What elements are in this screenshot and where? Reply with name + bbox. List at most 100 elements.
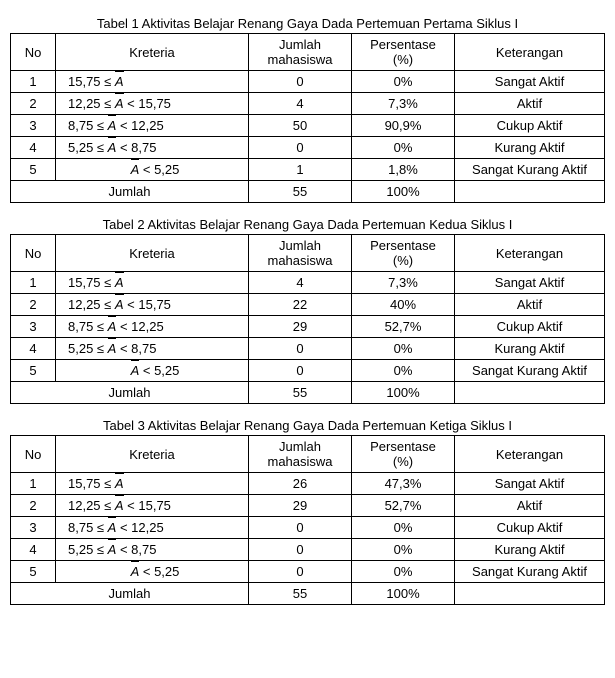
header-kreteria: Kreteria [56,34,249,71]
data-table: NoKreteriaJumlahmahasiswaPersentase(%)Ke… [10,33,605,203]
header-persentase-line2: (%) [358,253,448,268]
kreteria-post: < 15,75 [124,297,171,312]
a-bar-symbol: A [108,118,117,133]
cell-kreteria: 8,75 ≤ A < 12,25 [56,517,249,539]
data-table: NoKreteriaJumlahmahasiswaPersentase(%)Ke… [10,234,605,404]
header-no: No [11,436,56,473]
cell-keterangan: Aktif [455,495,605,517]
header-jumlah: Jumlahmahasiswa [249,235,352,272]
cell-kreteria: 5,25 ≤ A < 8,75 [56,338,249,360]
header-persentase-line2: (%) [358,454,448,469]
cell-kreteria: 12,25 ≤ A < 15,75 [56,294,249,316]
cell-keterangan: Cukup Aktif [455,115,605,137]
cell-kreteria: 15,75 ≤ A [56,71,249,93]
cell-keterangan: Cukup Aktif [455,517,605,539]
footer-blank [455,583,605,605]
table-row: 212,25 ≤ A < 15,752240%Aktif [11,294,605,316]
table-row: 45,25 ≤ A < 8,7500%Kurang Aktif [11,539,605,561]
cell-persentase: 0% [352,517,455,539]
cell-kreteria: A < 5,25 [56,561,249,583]
header-keterangan: Keterangan [455,436,605,473]
header-jumlah-line1: Jumlah [255,439,345,454]
kreteria-pre: 8,75 ≤ [68,118,108,133]
cell-kreteria: A < 5,25 [56,360,249,382]
cell-jumlah: 0 [249,539,352,561]
header-jumlah: Jumlahmahasiswa [249,436,352,473]
kreteria-post: < 5,25 [139,564,179,579]
footer-persentase: 100% [352,382,455,404]
kreteria-pre: 8,75 ≤ [68,520,108,535]
a-bar-symbol: A [115,297,124,312]
cell-keterangan: Kurang Aktif [455,338,605,360]
kreteria-post: < 5,25 [139,162,179,177]
cell-kreteria: 15,75 ≤ A [56,473,249,495]
header-jumlah: Jumlahmahasiswa [249,34,352,71]
a-bar-symbol: A [108,520,117,535]
cell-kreteria: 12,25 ≤ A < 15,75 [56,93,249,115]
kreteria-pre: 5,25 ≤ [68,542,108,557]
kreteria-pre: 12,25 ≤ [68,297,115,312]
header-kreteria: Kreteria [56,436,249,473]
a-bar-symbol: A [115,96,124,111]
cell-no: 1 [11,272,56,294]
cell-jumlah: 0 [249,360,352,382]
a-bar-symbol: A [108,542,117,557]
cell-kreteria: 5,25 ≤ A < 8,75 [56,137,249,159]
cell-persentase: 7,3% [352,93,455,115]
cell-no: 3 [11,517,56,539]
footer-persentase: 100% [352,583,455,605]
header-jumlah-line1: Jumlah [255,238,345,253]
table-caption: Tabel 1 Aktivitas Belajar Renang Gaya Da… [10,16,605,31]
cell-no: 5 [11,360,56,382]
kreteria-post: < 12,25 [116,520,163,535]
cell-kreteria: 15,75 ≤ A [56,272,249,294]
cell-jumlah: 26 [249,473,352,495]
header-persentase-line2: (%) [358,52,448,67]
cell-kreteria: 8,75 ≤ A < 12,25 [56,115,249,137]
table-footer-row: Jumlah55100% [11,583,605,605]
cell-kreteria: A < 5,25 [56,159,249,181]
kreteria-pre: 15,75 ≤ [68,74,115,89]
cell-jumlah: 4 [249,93,352,115]
cell-jumlah: 0 [249,71,352,93]
table-footer-row: Jumlah55100% [11,382,605,404]
cell-no: 2 [11,93,56,115]
footer-blank [455,382,605,404]
header-persentase-line1: Persentase [358,238,448,253]
a-bar-symbol: A [108,341,117,356]
table-row: 5A < 5,2500%Sangat Kurang Aktif [11,360,605,382]
footer-jumlah: 55 [249,382,352,404]
table-row: 5A < 5,2511,8%Sangat Kurang Aktif [11,159,605,181]
cell-persentase: 1,8% [352,159,455,181]
cell-jumlah: 0 [249,137,352,159]
table-row: 38,75 ≤ A < 12,252952,7%Cukup Aktif [11,316,605,338]
header-jumlah-line1: Jumlah [255,37,345,52]
kreteria-pre: 12,25 ≤ [68,96,115,111]
cell-jumlah: 0 [249,561,352,583]
cell-persentase: 0% [352,338,455,360]
header-kreteria: Kreteria [56,235,249,272]
cell-keterangan: Kurang Aktif [455,539,605,561]
cell-no: 1 [11,473,56,495]
cell-persentase: 0% [352,539,455,561]
header-persentase-line1: Persentase [358,37,448,52]
kreteria-post: < 12,25 [116,319,163,334]
table-footer-row: Jumlah55100% [11,181,605,203]
a-bar-symbol: A [108,319,117,334]
cell-persentase: 52,7% [352,316,455,338]
table-row: 45,25 ≤ A < 8,7500%Kurang Aktif [11,338,605,360]
kreteria-post: < 15,75 [124,96,171,111]
cell-keterangan: Aktif [455,93,605,115]
cell-no: 4 [11,338,56,360]
cell-no: 4 [11,539,56,561]
cell-jumlah: 4 [249,272,352,294]
a-bar-symbol: A [131,162,140,177]
a-bar-symbol: A [108,140,117,155]
footer-persentase: 100% [352,181,455,203]
footer-jumlah: 55 [249,181,352,203]
table-caption: Tabel 3 Aktivitas Belajar Renang Gaya Da… [10,418,605,433]
cell-keterangan: Sangat Kurang Aktif [455,360,605,382]
cell-keterangan: Aktif [455,294,605,316]
kreteria-post: < 5,25 [139,363,179,378]
a-bar-symbol: A [131,564,140,579]
